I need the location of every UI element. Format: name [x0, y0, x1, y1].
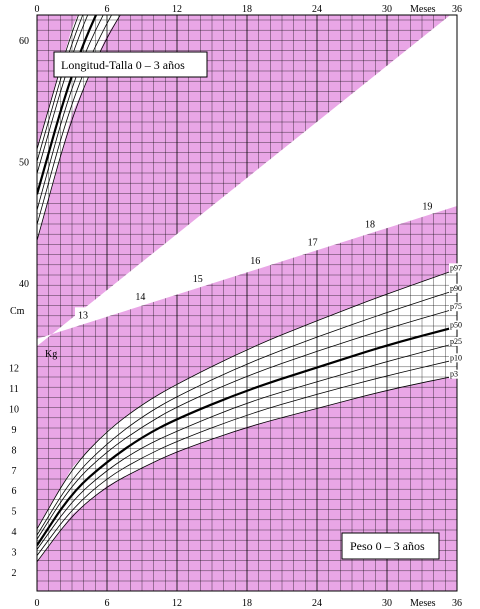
y-tick-length-50: 50 [19, 158, 29, 169]
y-tick-weight-4: 4 [12, 527, 17, 538]
length-curve-p50 [37, 15, 98, 195]
gap-band [37, 15, 457, 347]
gap-label-bg-19 [419, 198, 436, 212]
length-curve-p25 [37, 15, 104, 211]
y-tick-weight-2: 2 [12, 568, 17, 579]
y-tick-weight-19: 19 [422, 201, 432, 212]
y-tick-length-40: 40 [19, 279, 29, 290]
weight-curve-p50 [37, 325, 457, 547]
weight-plabel-p3: p3 [450, 370, 458, 379]
percentile-curves [37, 15, 457, 563]
y-tick-weight-18: 18 [365, 219, 375, 230]
weight-plabel-p25: p25 [450, 337, 462, 346]
y-tick-weight-10: 10 [9, 404, 19, 415]
x-tick-top-18: 18 [242, 4, 252, 15]
y-tick-weight-5: 5 [12, 507, 17, 518]
weight-plabel-bg-p50 [449, 320, 473, 330]
y-tick-weight-14: 14 [135, 292, 145, 303]
y-tick-weight-7: 7 [12, 466, 17, 477]
x-tick-top-36: 36 [452, 4, 462, 15]
x-tick-top-30: 30 [382, 4, 392, 15]
y-tick-weight-13: 13 [78, 310, 88, 321]
weight-curve-p75 [37, 307, 457, 540]
length-chart-title: Longitud-Talla 0 – 3 años [61, 58, 185, 72]
weight-title-box [341, 532, 440, 560]
weight-plabel-bg-p10 [449, 353, 473, 363]
x-tick-top-24: 24 [312, 4, 322, 15]
weight-plabel-bg-p75 [449, 302, 473, 312]
length-curve-p90 [37, 15, 84, 162]
x-axis-label-top: Meses [410, 4, 436, 15]
y-tick-weight-8: 8 [12, 445, 17, 456]
y-tick-weight-15: 15 [193, 274, 203, 285]
length-title-box [53, 51, 208, 78]
y-tick-weight-3: 3 [12, 548, 17, 559]
gap-label-bg-17 [304, 234, 321, 248]
length-curve-p3 [37, 15, 121, 241]
y-tick-weight-17: 17 [308, 238, 318, 249]
gap-label-bg-16 [247, 252, 264, 266]
y-tick-weight-11: 11 [9, 384, 19, 395]
y-tick-weight-6: 6 [12, 486, 17, 497]
gap-label-bg-14 [132, 289, 149, 303]
weight-curve-p10 [37, 358, 457, 556]
x-tick-bottom-36: 36 [452, 598, 462, 609]
x-tick-bottom-6: 6 [105, 598, 110, 609]
weight-plabel-p97: p97 [450, 263, 462, 272]
x-tick-top-12: 12 [172, 4, 182, 15]
weight-plabel-p50: p50 [450, 321, 462, 330]
y-axis-label-weight: Kg [45, 349, 57, 360]
length-curve-p10 [37, 15, 113, 225]
x-tick-bottom-24: 24 [312, 598, 322, 609]
weight-plabel-p90: p90 [450, 284, 462, 293]
x-axis-label-bottom: Meses [410, 598, 436, 609]
weight-curve-p97 [37, 268, 457, 530]
x-tick-bottom-30: 30 [382, 598, 392, 609]
x-tick-top-6: 6 [105, 4, 110, 15]
weight-curve-p90 [37, 289, 457, 536]
weight-plabel-bg-p90 [449, 283, 473, 293]
weight-plabel-bg-p3 [449, 369, 473, 379]
weight-plabel-p10: p10 [450, 353, 462, 362]
gap-label-bg-18 [362, 216, 378, 230]
x-tick-top-0: 0 [35, 4, 40, 15]
y-tick-length-60: 60 [19, 36, 29, 47]
y-tick-weight-16: 16 [250, 256, 260, 267]
y-tick-weight-9: 9 [12, 425, 17, 436]
y-axis-label-length: Cm [10, 306, 25, 317]
x-tick-bottom-12: 12 [172, 598, 182, 609]
gap-label-bg-13 [75, 307, 91, 321]
chart-labels: 0066121218182424363630304050607080901002… [9, 4, 473, 609]
weight-plabel-bg-p25 [449, 336, 473, 346]
y-tick-weight-12: 12 [9, 364, 19, 375]
length-curve-p97 [37, 15, 79, 150]
gap-label-bg-15 [189, 270, 206, 284]
weight-plabel-p75: p75 [450, 302, 462, 311]
weight-curve-p3 [37, 375, 457, 563]
x-tick-bottom-18: 18 [242, 598, 252, 609]
weight-curve-p25 [37, 342, 457, 550]
x-tick-bottom-0: 0 [35, 598, 40, 609]
weight-chart-title: Peso 0 – 3 años [350, 539, 425, 553]
weight-plabel-bg-p97 [449, 263, 473, 273]
